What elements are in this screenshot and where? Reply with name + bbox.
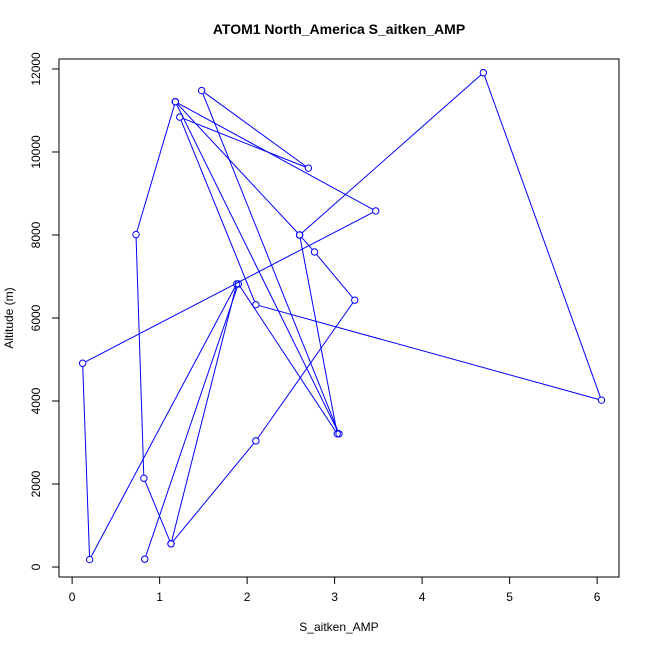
series-segment — [82, 366, 91, 557]
data-point — [132, 230, 140, 239]
y-axis: 0 2000 4000 6000 8000 10000 12000 — [29, 52, 60, 570]
data-point — [167, 540, 175, 548]
series-segment — [90, 286, 236, 557]
x-tick-label: 4 — [419, 590, 426, 604]
data-point — [197, 86, 206, 95]
y-axis-label: Altitude (m) — [2, 287, 16, 348]
data-point — [234, 280, 243, 288]
series-segment — [203, 92, 307, 167]
series-segment — [171, 286, 237, 541]
series-segment — [182, 117, 306, 168]
series-segment — [258, 305, 599, 400]
data-point — [252, 301, 260, 309]
y-tick-label: 12000 — [29, 52, 43, 86]
series-segment — [180, 119, 256, 302]
x-tick-label: 0 — [69, 590, 76, 604]
plot-frame — [58, 58, 620, 578]
data-point — [85, 555, 94, 564]
series-segment — [202, 93, 339, 432]
series-segment — [257, 302, 354, 439]
series-segment — [176, 104, 339, 432]
series-segment — [177, 103, 298, 233]
data-point — [141, 555, 149, 563]
series-segment — [85, 211, 374, 363]
chart-title: ATOM1 North_America S_aitken_AMP — [213, 21, 465, 37]
series-segment — [172, 443, 255, 542]
y-tick-label: 6000 — [29, 304, 43, 331]
x-axis-label: S_aitken_AMP — [299, 620, 378, 634]
data-point — [78, 359, 87, 367]
x-tick-label: 3 — [331, 590, 338, 604]
series-segment — [144, 480, 171, 542]
y-tick-label: 2000 — [29, 470, 43, 497]
x-tick-label: 2 — [244, 590, 251, 604]
data-point — [333, 430, 341, 438]
y-tick-label: 8000 — [29, 221, 43, 248]
data-point — [140, 474, 148, 482]
series-segment — [299, 238, 338, 431]
series-segment — [135, 237, 145, 476]
x-tick-label: 5 — [506, 590, 513, 604]
data-point — [252, 437, 260, 445]
data-point — [372, 207, 380, 215]
series-segment — [483, 75, 601, 398]
data-point — [597, 396, 606, 404]
data-point — [310, 248, 319, 256]
x-tick-label: 1 — [156, 590, 163, 604]
data-point — [176, 113, 184, 121]
series-segment — [239, 286, 336, 432]
series-segment — [177, 102, 374, 210]
y-tick-label: 4000 — [29, 387, 43, 414]
x-axis: 0 1 2 3 4 5 6 — [69, 576, 601, 604]
data-point — [479, 68, 488, 77]
x-tick-label: 6 — [594, 590, 601, 604]
data-point — [351, 296, 359, 304]
series-segment — [301, 74, 482, 234]
y-tick-label: 10000 — [29, 135, 43, 169]
series-group — [78, 68, 606, 564]
y-tick-label: 0 — [29, 563, 43, 570]
series-segment — [145, 286, 238, 557]
series-segment — [316, 254, 354, 299]
series-segment — [136, 104, 175, 232]
data-point — [304, 164, 313, 172]
data-point — [171, 98, 180, 106]
data-point — [295, 231, 304, 239]
series-segment — [301, 237, 313, 250]
